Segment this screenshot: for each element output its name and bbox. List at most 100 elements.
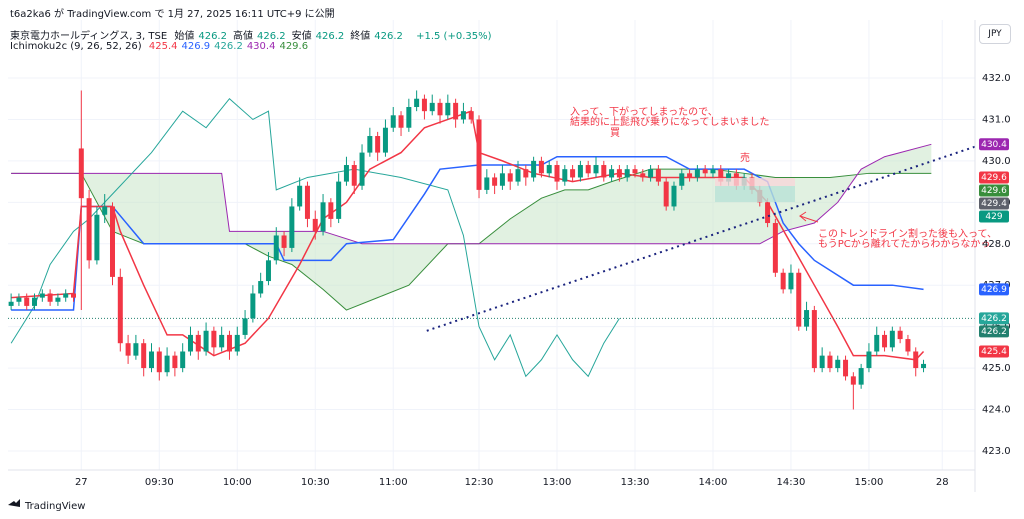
candle-body <box>811 310 817 369</box>
candle-body <box>117 276 123 344</box>
candle-body <box>445 102 451 116</box>
candle-body <box>86 198 92 261</box>
price-label: 426.9 <box>981 285 1007 295</box>
x-tick-label: 12:30 <box>465 477 494 488</box>
ohlc-label: 始値 <box>174 31 195 42</box>
candle-body <box>694 169 700 178</box>
candle-body <box>835 359 841 369</box>
indicator-value: 429.6 <box>279 41 309 52</box>
candle-body <box>8 301 14 306</box>
y-tick-label: 425.0 <box>982 363 1011 374</box>
plot-area <box>8 20 975 470</box>
candle-body <box>203 330 209 352</box>
candle-body <box>375 136 381 153</box>
candle-body <box>102 206 108 215</box>
currency-button[interactable]: JPY <box>979 24 1011 44</box>
x-tick-label: 09:30 <box>145 477 174 488</box>
candle-body <box>577 165 583 178</box>
candle-body <box>281 235 287 248</box>
candle-body <box>78 148 84 199</box>
candle-body <box>156 351 162 373</box>
candle-body <box>63 293 69 298</box>
candle-body <box>297 185 303 207</box>
price-label-bg <box>979 325 1009 338</box>
candle-body <box>882 334 888 348</box>
candle-body <box>219 334 225 348</box>
trendline <box>426 145 975 332</box>
candle-body <box>382 127 388 153</box>
candle-body <box>141 343 147 369</box>
candle-body <box>273 235 279 261</box>
candle-body <box>538 160 544 174</box>
ohlc-label: 終値 <box>350 31 371 42</box>
candle-body <box>554 165 560 182</box>
x-tick-label: 14:00 <box>699 477 728 488</box>
candle-body <box>616 169 622 178</box>
candle-body <box>827 355 833 369</box>
candle-body <box>671 185 677 207</box>
candle-body <box>570 169 576 178</box>
price-label: 426.2 <box>981 327 1007 337</box>
indicator-value: 425.4 <box>148 41 178 52</box>
annotation: このトレンドライン割った後も入って、 <box>818 227 997 240</box>
candle-body <box>414 98 420 108</box>
candle-body <box>320 202 326 232</box>
candle-body <box>226 334 232 352</box>
candle-body <box>195 334 201 352</box>
indicator-value: 426.9 <box>181 41 211 52</box>
candle-body <box>788 272 794 290</box>
candle-body <box>94 214 100 261</box>
candle-body <box>359 152 365 186</box>
candle-body <box>772 223 778 273</box>
indicator-line: Ichimoku2c (9, 26, 52, 26) 425.4 426.9 426… <box>10 41 316 52</box>
x-tick-label: 13:00 <box>543 477 572 488</box>
candle-body <box>460 111 466 120</box>
price-label: 429.6 <box>981 186 1007 196</box>
candle-body <box>125 343 131 356</box>
price-label: 430.4 <box>981 140 1007 150</box>
price-label: 425.4 <box>981 347 1007 357</box>
candle-body <box>421 98 427 112</box>
candle-body <box>47 293 53 302</box>
price-label: 429.6 <box>981 173 1007 183</box>
candle-body <box>702 169 708 174</box>
candle-body <box>913 351 919 369</box>
candle-body <box>398 115 404 128</box>
candle-body <box>624 169 630 178</box>
candle-body <box>289 206 295 248</box>
candle-body <box>726 173 732 182</box>
x-tick-label: 10:30 <box>301 477 330 488</box>
annotation: 買 <box>610 127 620 139</box>
candle-body <box>468 111 474 120</box>
candle-body <box>312 218 318 232</box>
x-tick-label: 28 <box>936 477 949 488</box>
candle-body <box>819 355 825 369</box>
candle-body <box>507 173 513 182</box>
candle-body <box>234 334 240 352</box>
ohlc-value: 426.2 <box>256 31 286 42</box>
candle-body <box>265 260 271 282</box>
ohlc-value: 426.2 <box>198 31 227 42</box>
price-label-bg <box>979 210 1009 223</box>
candle-body <box>406 107 412 128</box>
candle-body <box>609 169 615 178</box>
ohlc-label: 安値 <box>291 31 312 42</box>
price-label-bg <box>979 171 1009 184</box>
price-label: 429 <box>985 212 1002 222</box>
indicator-values: 425.4 426.9 426.2 430.4 429.6 <box>149 41 312 52</box>
indicator: Ichimoku2c (9, 26, 52, 26) <box>10 41 142 52</box>
candle-body <box>304 185 310 219</box>
candle-body <box>897 330 903 340</box>
candle-body <box>24 297 30 306</box>
ohlc-label: 高値 <box>232 31 253 42</box>
price-label-bg <box>979 312 1009 325</box>
candle-body <box>211 330 217 348</box>
candle-body <box>889 330 895 348</box>
candle-body <box>351 165 357 186</box>
symbol: 東京電力ホールディングス, 3, TSE <box>10 31 168 42</box>
candle-body <box>258 281 264 294</box>
candle-body <box>601 165 607 178</box>
candle-body <box>843 359 849 377</box>
candle-body <box>484 177 490 190</box>
